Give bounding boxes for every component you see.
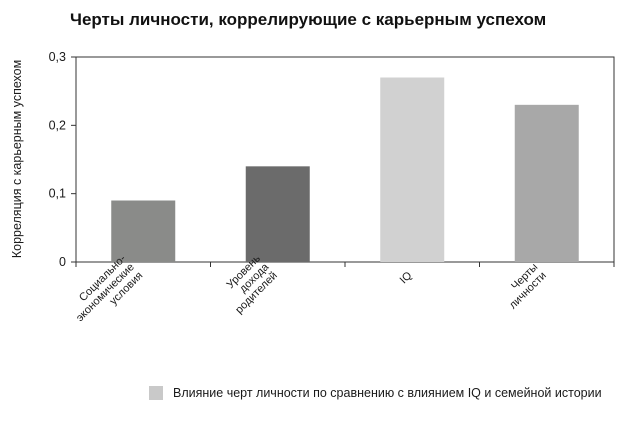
x-category-label: IQ <box>398 269 415 286</box>
legend-label: Влияние черт личности по сравнению с вли… <box>173 386 602 400</box>
bar <box>111 200 176 262</box>
bars <box>111 77 579 262</box>
bar <box>514 104 579 262</box>
y-axis-label: Корреляция с карьерным успехом <box>10 60 24 258</box>
y-axis-ticks: 0 0,1 0,2 0,3 <box>49 50 76 269</box>
legend: Влияние черт личности по сравнению с вли… <box>149 386 602 400</box>
legend-swatch <box>149 386 163 400</box>
y-tick-label: 0 <box>59 255 66 269</box>
bar <box>380 77 445 262</box>
x-axis-ticks <box>75 262 615 267</box>
y-tick-label: 0,2 <box>49 118 66 132</box>
y-tick-label: 0,3 <box>49 50 66 64</box>
bar <box>245 166 310 262</box>
x-tick-label: IQ <box>398 269 415 286</box>
chart-title: Черты личности, коррелирующие с карьерны… <box>70 10 546 29</box>
y-tick-label: 0,1 <box>49 187 66 201</box>
